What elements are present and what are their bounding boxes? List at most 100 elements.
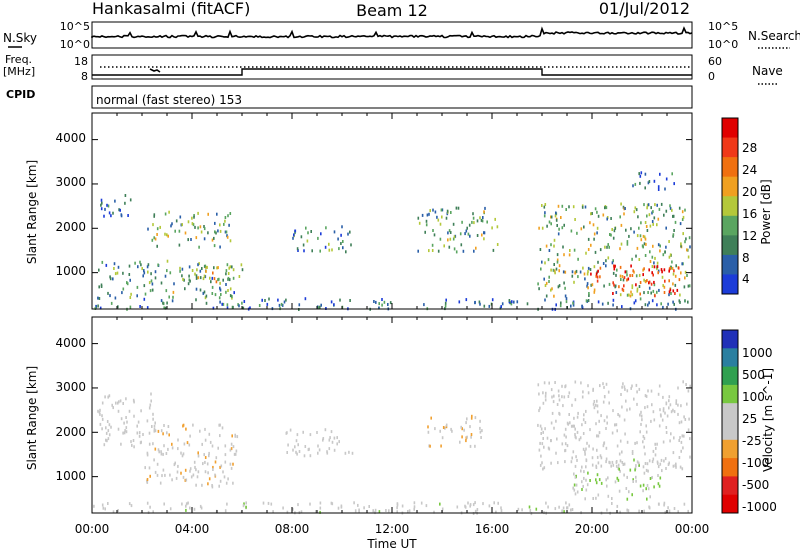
data-cell — [229, 294, 232, 298]
data-cell — [374, 508, 377, 512]
data-cell — [597, 214, 600, 218]
data-cell — [681, 434, 684, 438]
data-cell — [653, 283, 656, 287]
velocity-ylabel: Slant Range [km] — [25, 366, 39, 470]
data-cell — [236, 435, 239, 439]
data-cell — [689, 245, 691, 249]
data-cell — [153, 429, 156, 433]
data-cell — [164, 473, 166, 477]
data-cell — [548, 280, 550, 283]
data-cell — [350, 243, 352, 247]
data-cell — [197, 211, 199, 215]
data-cell — [596, 434, 598, 438]
data-cell — [573, 280, 575, 284]
data-cell — [124, 201, 126, 205]
data-cell — [243, 502, 245, 506]
data-cell — [222, 470, 224, 474]
data-cell — [101, 401, 104, 405]
data-cell — [396, 502, 399, 506]
data-cell — [619, 510, 621, 514]
data-cell — [123, 431, 126, 435]
data-cell — [119, 399, 122, 403]
data-cell — [636, 289, 639, 293]
data-cell — [644, 280, 647, 284]
data-cell — [192, 473, 195, 477]
data-cell — [594, 207, 597, 211]
data-cell — [548, 275, 550, 279]
data-cell — [100, 198, 103, 202]
data-cell — [570, 304, 572, 308]
xtick-0400: 04:00 — [175, 522, 210, 536]
data-cell — [579, 270, 582, 274]
data-cell — [497, 501, 499, 505]
data-cell — [226, 235, 229, 239]
velocity-ytick-3000: 3000 — [55, 380, 86, 394]
data-cell — [98, 268, 100, 272]
data-cell — [629, 407, 631, 411]
data-cell — [149, 403, 152, 407]
data-cell — [196, 475, 199, 479]
data-cell — [564, 286, 566, 290]
data-cell — [439, 429, 441, 433]
data-cell — [638, 285, 641, 288]
data-cell — [202, 291, 205, 295]
data-cell — [612, 236, 615, 240]
data-cell — [331, 440, 334, 444]
data-cell — [129, 278, 131, 282]
data-cell — [631, 284, 634, 288]
data-cell — [658, 484, 661, 488]
data-cell — [555, 267, 558, 271]
data-cell — [580, 227, 583, 231]
data-cell — [242, 504, 245, 508]
data-cell — [219, 281, 221, 285]
data-cell — [678, 439, 680, 442]
data-cell — [479, 426, 481, 430]
data-cell — [197, 454, 200, 458]
data-cell — [584, 421, 587, 424]
data-cell — [612, 409, 614, 413]
data-cell — [120, 417, 123, 421]
nsky-label: N.Sky — [3, 31, 37, 45]
data-cell — [651, 220, 654, 223]
data-cell — [266, 302, 269, 306]
data-cell — [539, 463, 542, 467]
data-cell — [319, 501, 322, 505]
data-cell — [675, 399, 678, 403]
colorbar-segment — [722, 157, 738, 178]
data-cell — [603, 284, 605, 288]
data-cell — [104, 507, 106, 511]
power-data-cells — [94, 171, 691, 311]
data-cell — [173, 282, 175, 286]
data-cell — [652, 457, 655, 461]
data-cell — [186, 441, 189, 445]
data-cell — [616, 476, 619, 480]
data-cell — [243, 300, 246, 303]
data-cell — [631, 452, 634, 455]
data-cell — [646, 203, 649, 207]
data-cell — [449, 237, 452, 241]
data-cell — [304, 297, 307, 301]
data-cell — [152, 510, 154, 514]
data-cell — [136, 294, 138, 298]
data-cell — [660, 414, 662, 418]
data-cell — [137, 420, 140, 424]
data-cell — [197, 276, 200, 280]
data-cell — [547, 505, 549, 509]
data-cell — [606, 484, 608, 488]
data-cell — [559, 304, 562, 308]
data-cell — [328, 242, 330, 246]
data-cell — [550, 268, 552, 272]
data-cell — [187, 501, 189, 505]
data-cell — [572, 450, 575, 454]
data-cell — [544, 203, 547, 206]
data-cell — [427, 430, 430, 434]
data-cell — [561, 204, 564, 208]
data-cell — [615, 291, 618, 294]
data-cell — [562, 245, 564, 249]
data-cell — [203, 237, 206, 241]
data-cell — [348, 450, 350, 454]
data-cell — [644, 237, 647, 241]
data-cell — [120, 442, 122, 446]
data-cell — [587, 471, 589, 475]
data-cell — [232, 462, 234, 466]
